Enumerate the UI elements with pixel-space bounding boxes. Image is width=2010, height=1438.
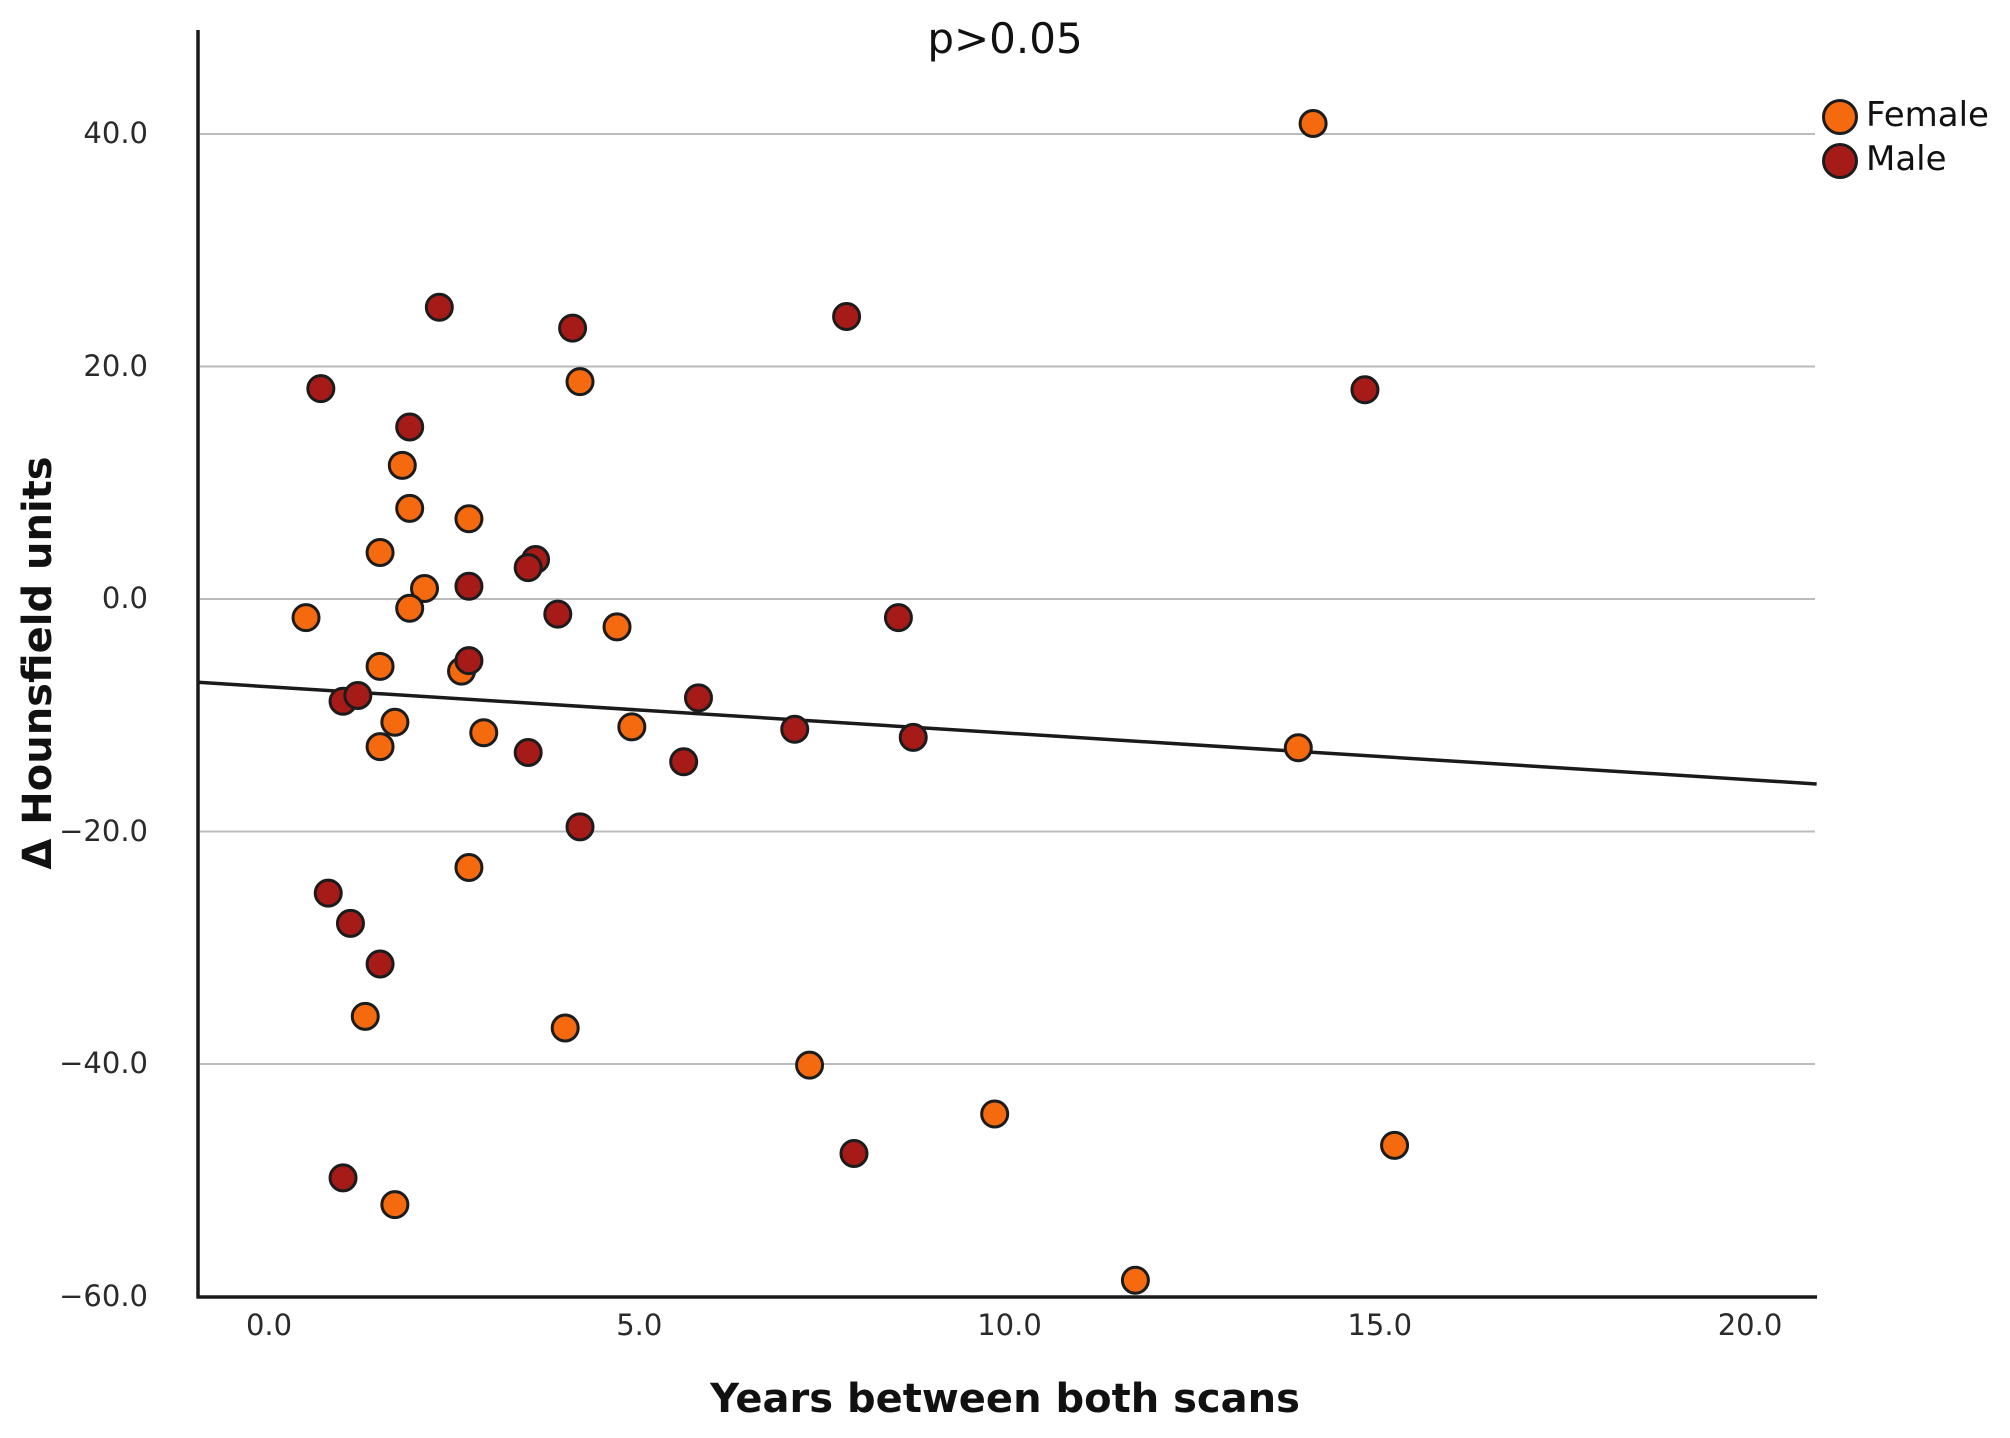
point-female [1283,733,1313,763]
point-female [602,612,632,642]
y-tick-label: −60.0 [59,1278,148,1313]
point-female [454,504,484,534]
data-points [291,109,1410,1295]
point-male [683,683,713,713]
y-tick-label: −40.0 [59,1046,148,1080]
point-male [839,1139,869,1169]
legend-label-female: Female [1866,95,1989,135]
point-female [291,603,321,633]
point-male [669,747,699,777]
point-female [1380,1130,1410,1160]
point-female [387,450,417,480]
point-male [832,302,862,332]
y-tick-label: 40.0 [83,116,148,150]
fit-line [197,680,1817,786]
x-tick-label: 10.0 [977,1308,1042,1342]
point-female [380,1190,410,1220]
x-tick-label: 20.0 [1717,1308,1783,1342]
axes [196,30,1817,1299]
point-male [1350,375,1380,405]
point-female [454,853,484,883]
y-tick-label: −20.0 [59,813,148,848]
point-female [380,707,410,737]
point-male [313,878,343,908]
point-female [565,367,595,397]
point-male [883,603,913,633]
point-male [343,680,373,710]
legend-swatch-female [1822,99,1858,135]
x-tick-label: 5.0 [616,1308,663,1342]
legend-label-male: Male [1866,139,1947,179]
point-male [424,292,454,322]
point-female [410,574,440,604]
legend-swatches [1822,99,1858,179]
regression-line [197,680,1817,786]
point-male [558,313,588,343]
point-male [898,722,928,752]
point-female [795,1050,825,1080]
point-male [328,1163,358,1193]
y-axis-title: Δ Hounsfield units [15,456,61,870]
point-male [454,646,484,676]
point-female [617,712,647,742]
point-female [395,593,425,623]
point-male [365,949,395,979]
point-male [335,908,365,938]
point-female [550,1013,580,1043]
x-tick-label: 0.0 [245,1308,293,1342]
chart-title-pvalue: p>0.05 [927,14,1083,63]
point-female [1120,1265,1150,1295]
y-tick-label: 0.0 [101,581,148,615]
point-female [469,718,499,748]
gridlines [200,133,1815,1065]
point-male [565,812,595,842]
point-male [543,599,573,629]
point-female [395,493,425,523]
point-male [513,553,543,583]
legend-swatch-male [1822,143,1858,179]
point-female [365,732,395,762]
point-male [395,412,425,442]
point-female [350,1001,380,1031]
point-male [454,571,484,601]
x-tick-label: 15.0 [1347,1308,1413,1342]
point-male [780,714,810,744]
point-female [365,538,395,567]
point-male [513,737,543,767]
point-male [306,374,336,404]
point-female [365,651,395,681]
x-axis-title: Years between both scans [710,1376,1300,1422]
y-tick-label: 20.0 [83,348,148,383]
point-female [980,1099,1010,1129]
point-female [1298,109,1328,139]
